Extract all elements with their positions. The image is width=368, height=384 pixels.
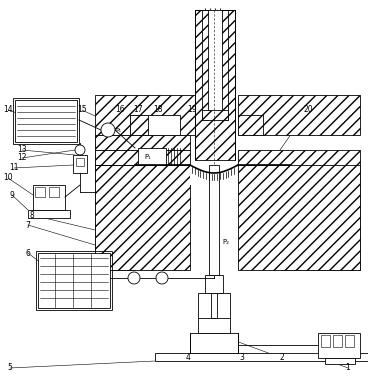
Text: 19: 19 <box>187 106 197 114</box>
Bar <box>130 115 148 135</box>
Text: 7: 7 <box>25 220 31 230</box>
Text: 14: 14 <box>3 106 13 114</box>
Bar <box>138 148 166 165</box>
Bar <box>95 135 190 150</box>
Bar <box>49 187 59 197</box>
Text: 17: 17 <box>133 106 143 114</box>
Bar <box>205 275 223 293</box>
Bar <box>238 115 263 135</box>
Bar <box>33 185 65 210</box>
Text: P₁: P₁ <box>115 127 121 132</box>
Bar <box>211 293 217 318</box>
Text: 16: 16 <box>115 106 125 114</box>
Bar <box>76 158 84 166</box>
Text: 8: 8 <box>30 210 34 220</box>
Text: 15: 15 <box>77 106 87 114</box>
Bar <box>202 10 228 120</box>
Bar <box>15 100 77 142</box>
Text: 3: 3 <box>240 354 244 362</box>
Bar <box>318 333 360 358</box>
Text: 9: 9 <box>10 190 14 200</box>
Circle shape <box>156 272 168 284</box>
Text: 6: 6 <box>25 248 31 258</box>
Text: 20: 20 <box>303 106 313 114</box>
Bar <box>13 98 79 144</box>
Bar <box>36 251 112 310</box>
Circle shape <box>75 145 85 155</box>
Bar <box>198 293 230 333</box>
Bar <box>190 333 238 353</box>
Text: 10: 10 <box>3 174 13 182</box>
Bar <box>202 10 208 120</box>
Bar <box>238 165 360 270</box>
Text: 13: 13 <box>17 146 27 154</box>
Bar <box>321 335 330 347</box>
Bar <box>28 210 70 218</box>
Bar <box>345 335 354 347</box>
Bar <box>95 135 135 270</box>
Text: 5: 5 <box>8 364 13 372</box>
Polygon shape <box>95 150 190 270</box>
Bar <box>73 155 87 173</box>
Bar <box>333 335 342 347</box>
Text: 18: 18 <box>153 106 163 114</box>
Bar <box>95 95 195 135</box>
Bar <box>190 165 238 185</box>
Text: 12: 12 <box>17 154 27 162</box>
Bar <box>195 10 235 160</box>
Polygon shape <box>238 150 360 270</box>
Bar <box>130 115 180 135</box>
Bar <box>325 358 355 364</box>
Text: 11: 11 <box>9 164 19 172</box>
Circle shape <box>101 123 115 137</box>
Bar <box>222 10 228 120</box>
Text: 1: 1 <box>346 364 350 372</box>
Circle shape <box>128 272 140 284</box>
Text: 2: 2 <box>280 354 284 362</box>
Bar <box>35 187 45 197</box>
Bar <box>202 110 228 120</box>
Bar <box>238 95 360 135</box>
Bar <box>38 253 110 308</box>
Bar <box>209 165 219 275</box>
Bar <box>155 353 368 361</box>
Text: 4: 4 <box>185 354 190 362</box>
Text: P₂: P₂ <box>223 239 230 245</box>
Text: P₁: P₁ <box>145 154 152 160</box>
Bar <box>95 165 190 270</box>
